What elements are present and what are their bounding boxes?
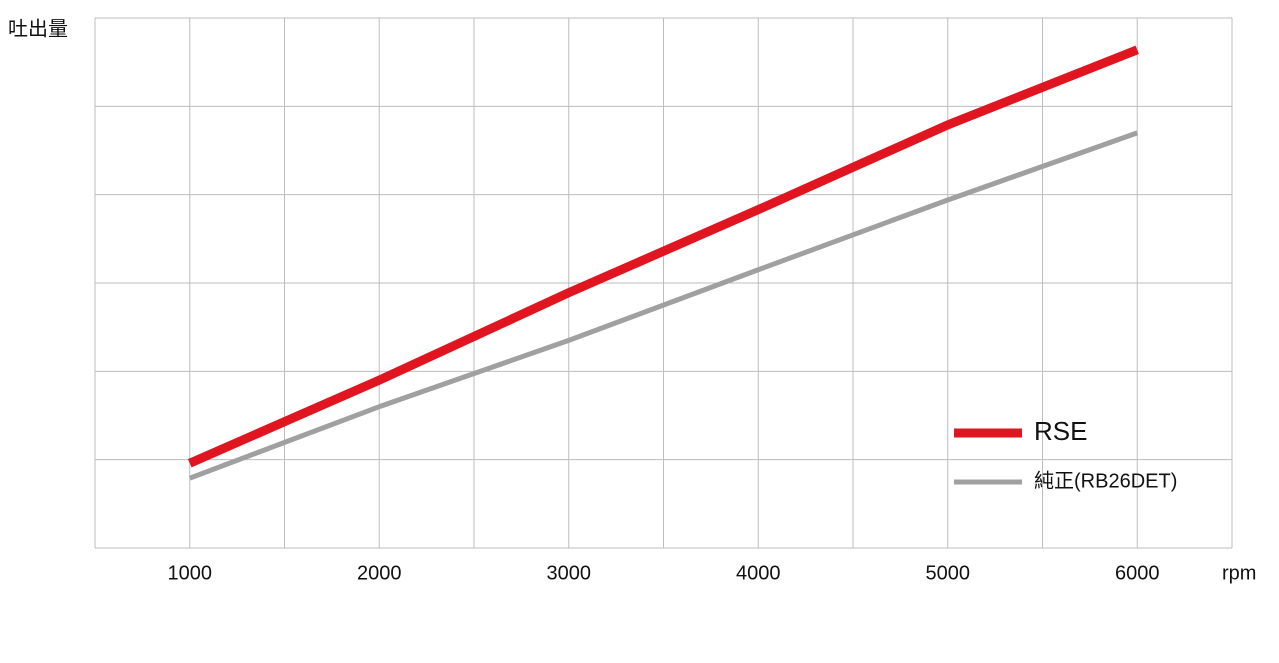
- x-tick-label: 4000: [736, 562, 781, 584]
- legend-label: RSE: [1034, 416, 1087, 446]
- legend-label: 純正(RB26DET): [1034, 469, 1177, 492]
- y-axis-label: 吐出量: [8, 17, 68, 40]
- x-tick-label: 1000: [168, 562, 213, 584]
- x-tick-label: 2000: [357, 562, 402, 584]
- x-tick-label: 5000: [926, 562, 971, 584]
- x-tick-label: 6000: [1115, 562, 1160, 584]
- data-line: [187, 45, 1139, 468]
- data-line: [188, 130, 1139, 481]
- x-axis-label: rpm: [1222, 562, 1256, 584]
- x-tick-label: 3000: [547, 562, 592, 584]
